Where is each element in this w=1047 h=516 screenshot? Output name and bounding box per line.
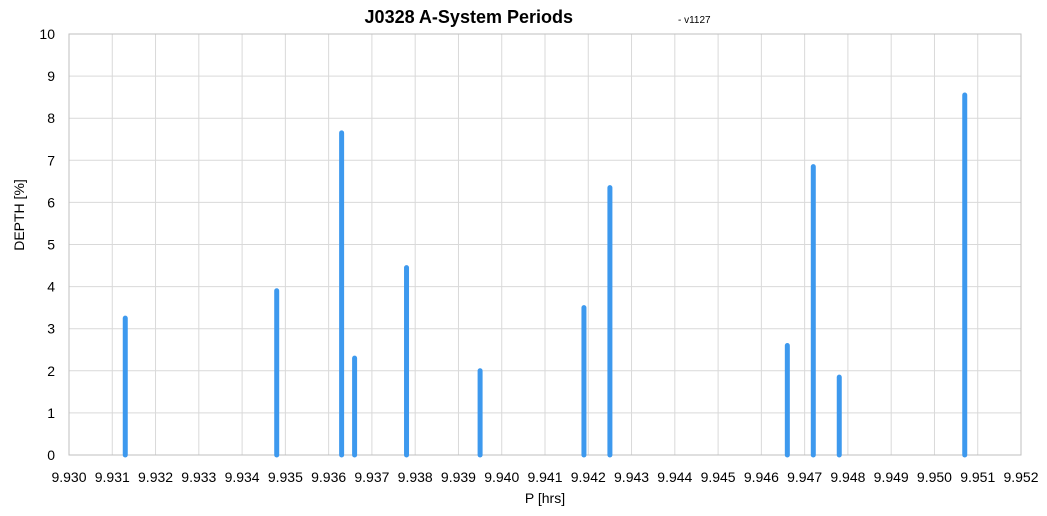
x-tick-label: 9.931 — [95, 469, 130, 485]
x-tick-label: 9.942 — [571, 469, 606, 485]
y-tick-label: 2 — [47, 363, 55, 379]
x-tick-label: 9.949 — [874, 469, 909, 485]
y-tick-label: 10 — [39, 26, 55, 42]
x-tick-label: 9.945 — [701, 469, 736, 485]
x-tick-label: 9.937 — [354, 469, 389, 485]
x-tick-label: 9.936 — [311, 469, 346, 485]
x-tick-label: 9.951 — [960, 469, 995, 485]
x-tick-label: 9.952 — [1003, 469, 1038, 485]
grid — [68, 33, 1022, 456]
x-tick-label: 9.948 — [830, 469, 865, 485]
y-tick-label: 5 — [47, 237, 55, 253]
x-tick-label: 9.939 — [441, 469, 476, 485]
x-tick-label: 9.950 — [917, 469, 952, 485]
y-axis-label: DEPTH [%] — [11, 179, 27, 251]
x-tick-label: 9.944 — [657, 469, 692, 485]
x-tick-labels: 9.930 9.931 9.932 9.933 9.934 9.935 9.936 9.937… — [51, 469, 1038, 485]
y-tick-label: 8 — [47, 110, 55, 126]
x-tick-label: 9.935 — [268, 469, 303, 485]
bars — [122, 92, 968, 458]
y-tick-label: 6 — [47, 194, 55, 210]
y-tick-label: 1 — [47, 405, 55, 421]
plot-frame — [68, 33, 1022, 456]
y-tick-label: 9 — [47, 68, 55, 84]
x-tick-label: 9.938 — [398, 469, 433, 485]
x-tick-label: 9.934 — [225, 469, 260, 485]
y-tick-label: 3 — [47, 321, 55, 337]
x-axis-label: P [hrs] — [525, 490, 565, 506]
x-tick-label: 9.933 — [181, 469, 216, 485]
chart-title: J0328 A-System Periods — [365, 7, 573, 27]
y-tick-labels: 0 1 2 3 4 5 6 7 8 9 10 — [39, 26, 55, 463]
x-tick-label: 9.932 — [138, 469, 173, 485]
x-tick-label: 9.941 — [527, 469, 562, 485]
x-tick-label: 9.946 — [744, 469, 779, 485]
x-tick-label: 9.947 — [787, 469, 822, 485]
y-tick-label: 0 — [47, 447, 55, 463]
x-tick-label: 9.940 — [484, 469, 519, 485]
x-tick-label: 9.943 — [614, 469, 649, 485]
y-tick-label: 4 — [47, 279, 55, 295]
x-tick-label: 9.930 — [51, 469, 86, 485]
chart-subtitle: - v1127 — [678, 15, 711, 26]
y-tick-label: 7 — [47, 152, 55, 168]
